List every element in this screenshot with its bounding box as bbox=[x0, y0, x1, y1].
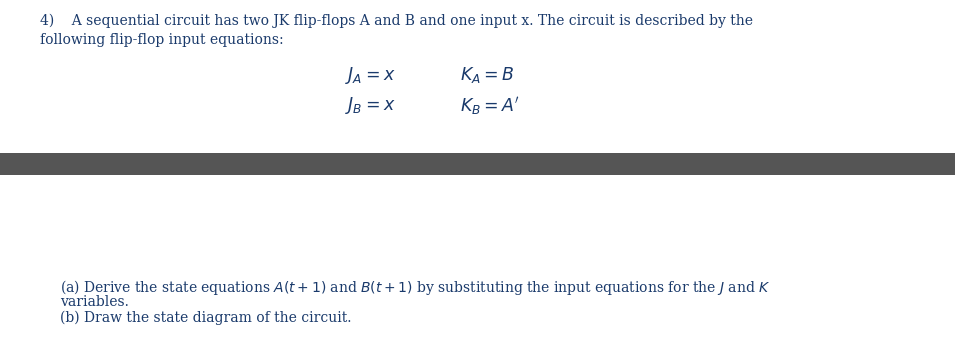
Text: following flip-flop input equations:: following flip-flop input equations: bbox=[40, 33, 284, 47]
Text: variables.: variables. bbox=[60, 295, 129, 309]
Text: $K_B = A'$: $K_B = A'$ bbox=[460, 95, 520, 117]
Text: $J_B = x$: $J_B = x$ bbox=[345, 95, 395, 116]
Bar bbox=[0, 153, 955, 175]
Text: (a) Derive the state equations $A(t + 1)$ and $B(t + 1)$ by substituting the inp: (a) Derive the state equations $A(t + 1)… bbox=[60, 278, 771, 297]
Text: 4)    A sequential circuit has two JK flip-flops A and B and one input x. The ci: 4) A sequential circuit has two JK flip-… bbox=[40, 14, 753, 28]
Text: $K_A = B$: $K_A = B$ bbox=[460, 65, 515, 85]
Text: (b) Draw the state diagram of the circuit.: (b) Draw the state diagram of the circui… bbox=[60, 311, 351, 325]
Text: $J_A = x$: $J_A = x$ bbox=[345, 65, 395, 86]
